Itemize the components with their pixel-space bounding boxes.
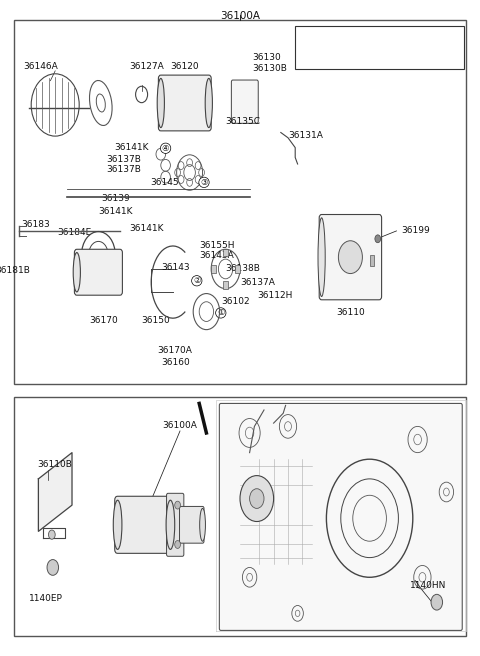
Text: 36155H: 36155H — [199, 241, 235, 250]
FancyBboxPatch shape — [14, 397, 466, 636]
Text: 36100A: 36100A — [220, 11, 260, 21]
Text: 36143A: 36143A — [199, 251, 234, 260]
Ellipse shape — [73, 253, 80, 292]
Text: 36181B: 36181B — [0, 266, 30, 275]
Text: 36110B: 36110B — [38, 460, 72, 469]
Text: 36127A: 36127A — [129, 62, 164, 71]
Text: 36150: 36150 — [142, 316, 170, 325]
Ellipse shape — [157, 78, 164, 127]
FancyBboxPatch shape — [158, 75, 211, 131]
Circle shape — [175, 501, 180, 509]
Text: 1140EP: 1140EP — [29, 594, 62, 603]
Text: 36141K: 36141K — [129, 224, 164, 234]
Text: 36145: 36145 — [150, 178, 179, 187]
Text: 36137B: 36137B — [107, 165, 142, 174]
Text: 36139: 36139 — [101, 194, 130, 203]
Text: 36130: 36130 — [252, 52, 281, 62]
FancyBboxPatch shape — [235, 265, 240, 273]
Polygon shape — [38, 453, 72, 531]
Circle shape — [47, 560, 59, 575]
Circle shape — [240, 476, 274, 522]
FancyBboxPatch shape — [223, 249, 228, 256]
Text: 36160: 36160 — [161, 358, 190, 367]
FancyBboxPatch shape — [319, 215, 382, 300]
Circle shape — [338, 241, 362, 274]
Text: 36141K: 36141K — [98, 207, 132, 216]
FancyBboxPatch shape — [370, 255, 374, 266]
Circle shape — [48, 530, 55, 539]
Text: 36120: 36120 — [170, 62, 199, 71]
Text: ③: ③ — [200, 178, 208, 187]
FancyBboxPatch shape — [115, 496, 173, 554]
FancyBboxPatch shape — [180, 506, 204, 543]
Text: ④: ④ — [423, 48, 431, 57]
Ellipse shape — [166, 500, 175, 549]
Text: 36100A: 36100A — [163, 420, 197, 430]
Text: 36137A: 36137A — [240, 277, 275, 287]
Text: 36199: 36199 — [401, 226, 430, 236]
FancyBboxPatch shape — [211, 265, 216, 273]
Ellipse shape — [205, 78, 212, 127]
Text: 36184E: 36184E — [57, 228, 92, 237]
Circle shape — [375, 235, 381, 243]
Circle shape — [175, 541, 180, 548]
Ellipse shape — [318, 218, 325, 297]
Text: NOTE: NOTE — [300, 31, 325, 41]
Text: 36183: 36183 — [22, 220, 50, 229]
FancyBboxPatch shape — [167, 493, 184, 556]
Text: 36138B: 36138B — [226, 264, 261, 273]
FancyBboxPatch shape — [14, 20, 466, 384]
Text: 36170: 36170 — [89, 316, 118, 325]
Text: 36146A: 36146A — [24, 62, 58, 71]
Circle shape — [250, 489, 264, 508]
Text: 36170A: 36170A — [158, 346, 192, 355]
Ellipse shape — [200, 508, 205, 541]
Text: ①: ① — [397, 48, 405, 57]
Ellipse shape — [113, 500, 122, 549]
Text: ①: ① — [217, 308, 225, 318]
Text: 36110: 36110 — [336, 308, 365, 318]
FancyBboxPatch shape — [231, 80, 258, 123]
Text: 36143: 36143 — [161, 263, 190, 272]
Text: ~: ~ — [409, 48, 417, 57]
FancyBboxPatch shape — [295, 26, 464, 69]
Text: ②: ② — [193, 276, 201, 285]
Text: 36135C: 36135C — [225, 117, 260, 126]
Text: 36112H: 36112H — [257, 291, 292, 300]
Text: 36131A: 36131A — [288, 131, 323, 140]
Text: THE NO.: THE NO. — [298, 50, 330, 59]
Circle shape — [431, 594, 443, 610]
FancyBboxPatch shape — [219, 403, 462, 630]
Text: 36130B: 36130B — [252, 64, 287, 73]
Text: 36140E: 36140E — [336, 39, 366, 49]
Text: 36141K: 36141K — [115, 143, 149, 152]
Text: 36102: 36102 — [221, 297, 250, 306]
Text: 1140HN: 1140HN — [410, 581, 447, 590]
FancyBboxPatch shape — [223, 281, 228, 289]
FancyBboxPatch shape — [74, 249, 122, 295]
Text: 36140: 36140 — [336, 54, 361, 64]
Text: 36137B: 36137B — [107, 155, 142, 164]
Text: ④: ④ — [162, 144, 169, 153]
